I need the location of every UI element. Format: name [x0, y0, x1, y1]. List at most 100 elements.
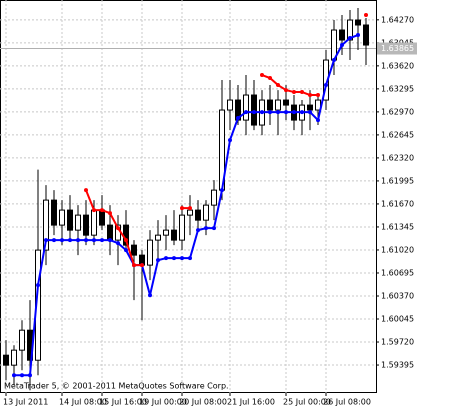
current-price-label: 1.63865: [381, 44, 414, 53]
x-tick-label: 20 Jul 08:00: [179, 398, 227, 407]
candle-body: [131, 244, 137, 256]
copyright: MetaTrader 5, © 2001-2011 MetaQuotes Sof…: [4, 382, 229, 391]
indicator-dot: [108, 238, 112, 243]
indicator-dot: [132, 263, 136, 268]
indicator-dot: [12, 373, 16, 378]
indicator-dot: [164, 256, 168, 261]
candle-body: [355, 19, 361, 26]
indicator-dot: [148, 293, 152, 298]
indicator-dot: [204, 226, 208, 231]
candle-body: [3, 354, 9, 366]
candle-body: [171, 229, 177, 241]
candle-body: [179, 214, 185, 241]
x-tick-label: 15 Jul 16:00: [99, 398, 147, 407]
indicator-dot: [140, 263, 144, 268]
indicator-dot: [308, 93, 312, 98]
current-price-box: [377, 42, 417, 55]
candle-body: [75, 214, 81, 231]
candle-body: [195, 209, 201, 221]
indicator-dot: [340, 43, 344, 48]
indicator-dot: [236, 116, 240, 121]
indicator-dot: [332, 58, 336, 63]
candle-body: [51, 199, 57, 226]
candle-body: [107, 224, 113, 241]
x-tick-label: 21 Jul 16:00: [227, 398, 275, 407]
indicator-dot: [308, 110, 312, 115]
y-tick-label: 1.63295: [381, 84, 414, 93]
candle-body: [243, 94, 249, 121]
indicator-dot: [260, 73, 264, 78]
y-tick-label: 1.64270: [381, 15, 414, 24]
indicator-dot: [92, 208, 96, 213]
candle-body: [203, 204, 209, 221]
y-tick-label: 1.60370: [381, 291, 414, 300]
indicator-dot: [172, 256, 176, 261]
candle-body: [83, 214, 89, 236]
indicator-dot: [300, 110, 304, 115]
candle-body: [227, 99, 233, 111]
y-tick-label: 1.61020: [381, 245, 414, 254]
indicator-dot: [36, 283, 40, 288]
indicator-dot: [188, 206, 192, 211]
x-tick-label: 26 Jul 08:00: [323, 398, 371, 407]
x-tick-label: 19 Jul 00:00: [139, 398, 187, 407]
x-tick-label: 25 Jul 00:00: [283, 398, 331, 407]
indicator-dot: [44, 238, 48, 243]
y-tick-label: 1.60695: [381, 268, 414, 277]
indicator-dot: [244, 110, 248, 115]
indicator-dot: [60, 238, 64, 243]
indicator-dot: [228, 138, 232, 143]
candle-body: [91, 209, 97, 236]
indicator-dot: [316, 93, 320, 98]
indicator-dot: [116, 241, 120, 246]
y-tick-label: 1.59395: [381, 361, 414, 370]
y-tick-label: 1.59720: [381, 338, 414, 347]
indicator-dot: [188, 256, 192, 261]
candle-body: [43, 199, 49, 251]
y-tick-label: 1.61995: [381, 176, 414, 185]
indicator-dot: [364, 13, 368, 18]
indicator-dot: [252, 110, 256, 115]
indicator-dot: [348, 36, 352, 41]
candle-body: [147, 239, 153, 266]
indicator-dot: [180, 256, 184, 261]
indicator-dot: [220, 188, 224, 193]
y-tick-label: 1.62320: [381, 153, 414, 162]
indicator-dot: [260, 110, 264, 115]
indicator-dot: [356, 33, 360, 38]
candle-body: [211, 189, 217, 206]
indicator-dot: [156, 258, 160, 263]
indicator-dot: [20, 373, 24, 378]
indicator-dot: [76, 238, 80, 243]
indicator-dot: [324, 83, 328, 88]
y-tick-label: 1.62645: [381, 130, 414, 139]
indicator-dot: [124, 238, 128, 243]
indicator-dot: [100, 238, 104, 243]
indicator-dot: [180, 206, 184, 211]
y-tick-label: 1.63620: [381, 61, 414, 70]
indicator-dot: [276, 110, 280, 115]
candle-body: [59, 209, 65, 226]
candle-body: [155, 234, 161, 241]
candle-body: [267, 99, 273, 111]
plot-frame: [0, 0, 377, 393]
indicator-dot: [84, 238, 88, 243]
indicator-dot: [276, 83, 280, 88]
indicator-dot: [100, 208, 104, 213]
y-tick-label: 1.62970: [381, 107, 414, 116]
indicator-dot: [292, 110, 296, 115]
candle-body: [283, 99, 289, 106]
candle-body: [363, 24, 369, 46]
indicator-dot: [300, 90, 304, 95]
y-tick-label: 1.60045: [381, 315, 414, 324]
indicator-dot: [52, 238, 56, 243]
indicator-dot: [92, 238, 96, 243]
indicator-dot: [28, 373, 32, 378]
indicator-dot: [284, 88, 288, 93]
candle-body: [251, 94, 257, 126]
candle-body: [11, 349, 17, 366]
candle-body: [163, 229, 169, 236]
indicator-dot: [116, 226, 120, 231]
candle-body: [67, 209, 73, 231]
